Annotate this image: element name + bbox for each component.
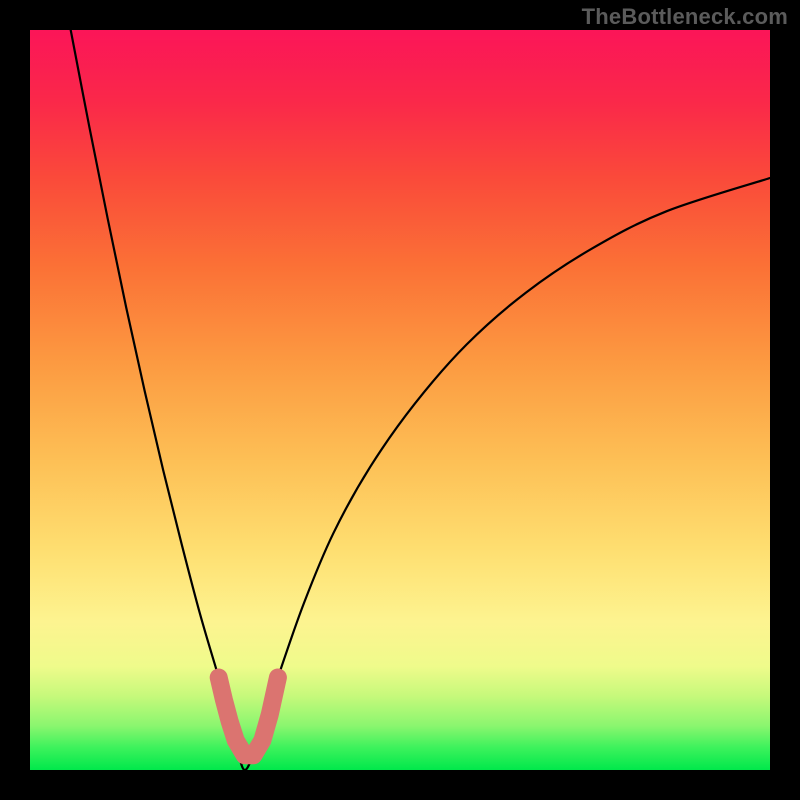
- gradient-background: [30, 30, 770, 770]
- chart-frame: TheBottleneck.com: [0, 0, 800, 800]
- watermark-text: TheBottleneck.com: [582, 4, 788, 30]
- plot-area: [30, 30, 770, 770]
- chart-svg: [30, 30, 770, 770]
